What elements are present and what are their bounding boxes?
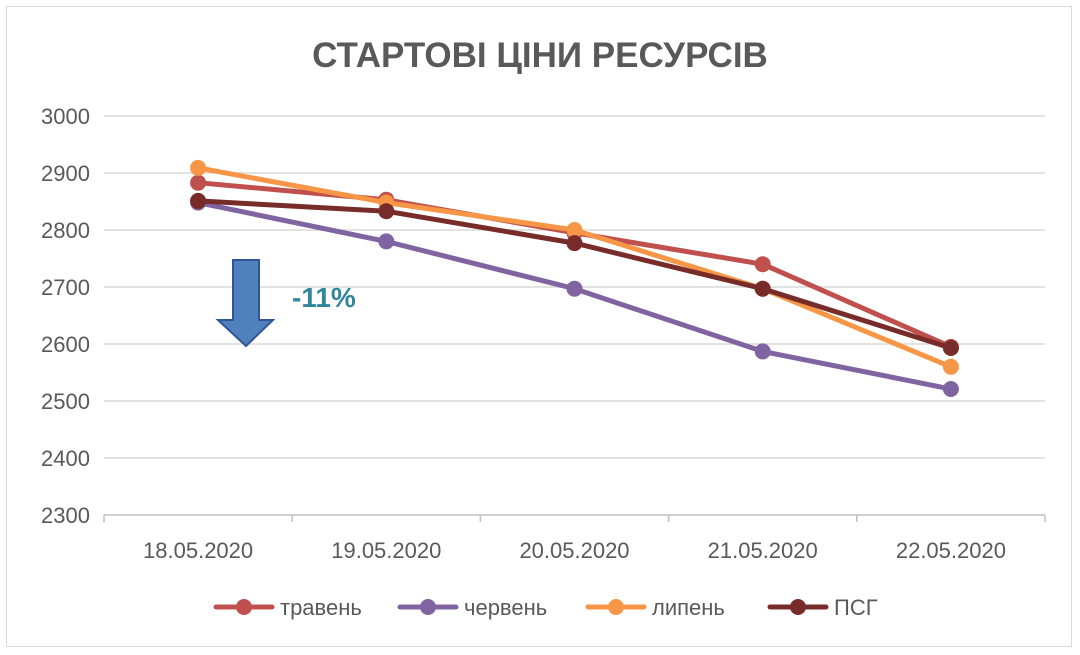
y-axis-ticks: 2300 2400 2500 2600 2700 2800 2900 3000 [41,104,90,528]
y-tick-label: 3000 [41,104,90,129]
data-point [378,233,395,250]
series-lines [190,159,959,398]
data-point [566,280,583,297]
y-tick-label: 2400 [41,446,90,471]
y-tick-label: 2300 [41,503,90,528]
legend-swatch-marker [608,599,624,615]
legend-item: липень [585,595,725,620]
data-point [942,381,959,398]
data-point [566,222,583,238]
legend-swatch-marker [420,599,436,615]
y-tick-label: 2900 [41,161,90,186]
y-tick-label: 2600 [41,332,90,357]
data-point [754,256,771,273]
legend-item: червень [397,595,547,620]
annotation-label: -11% [292,282,356,313]
legend-swatch-marker [236,599,252,615]
data-point [378,203,395,220]
legend-label: ПСГ [834,595,878,620]
down-arrow-icon [215,259,276,348]
legend-item: ПСГ [767,595,878,620]
legend-label: травень [280,595,362,620]
data-point [566,235,583,252]
x-tick-label: 18.05.2020 [143,538,253,563]
data-point [754,343,771,360]
data-point [942,339,959,356]
axes [103,514,1046,522]
y-tick-label: 2500 [41,389,90,414]
y-tick-label: 2700 [41,275,90,300]
chart-frame [6,6,1072,647]
data-point [190,174,207,191]
x-tick-label: 19.05.2020 [331,538,441,563]
x-tick-label: 22.05.2020 [896,538,1006,563]
data-point [942,358,959,375]
legend-label: червень [464,595,547,620]
x-tick-label: 20.05.2020 [519,538,629,563]
legend-swatch-marker [790,599,806,615]
data-point [190,159,207,176]
legend-item: травень [213,595,362,620]
legend: травень червень липень ПСГ [213,595,878,620]
annotation: -11% [215,259,356,348]
series-ПСГ [190,192,959,356]
series-травень [190,174,959,355]
series-line [195,165,954,370]
legend-label: липень [652,595,725,620]
x-axis-ticks: 18.05.2020 19.05.2020 20.05.2020 21.05.2020… [143,538,1006,563]
y-tick-label: 2800 [41,218,90,243]
data-point [754,280,771,297]
x-tick-label: 21.05.2020 [708,538,818,563]
chart-title: СТАРТОВІ ЦІНИ РЕСУРСІВ [312,36,768,75]
data-point [190,192,207,209]
